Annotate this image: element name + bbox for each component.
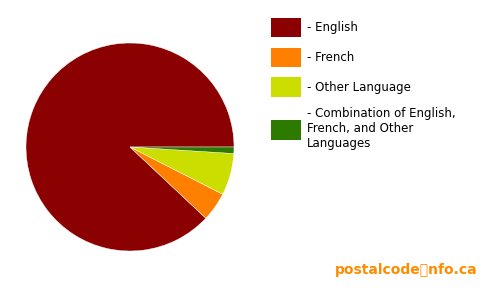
Wedge shape <box>130 147 234 194</box>
Wedge shape <box>26 43 234 251</box>
Wedge shape <box>130 147 234 154</box>
Text: postalcodeⓘnfo.ca: postalcodeⓘnfo.ca <box>335 263 478 277</box>
Wedge shape <box>130 147 222 218</box>
Legend: - English, - French, - Other Language, - Combination of English,
French, and Oth: - English, - French, - Other Language, -… <box>271 18 455 150</box>
